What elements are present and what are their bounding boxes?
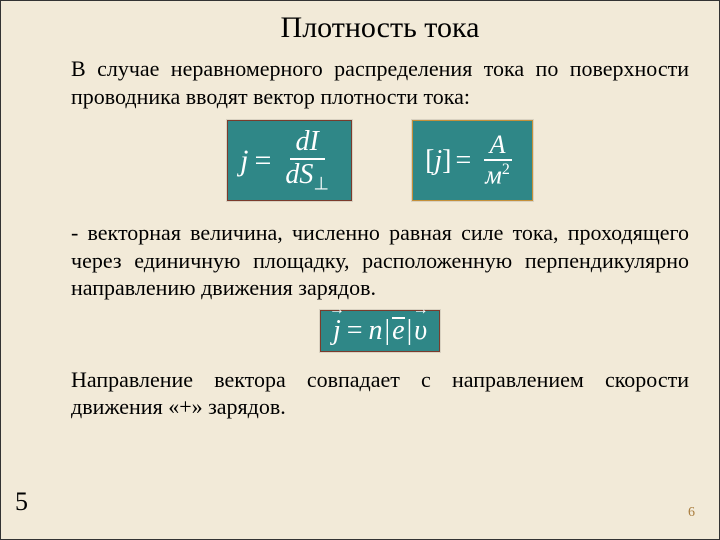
numerator-2: А	[484, 131, 512, 162]
numerator: dI	[290, 127, 325, 160]
v-vector: υ	[414, 315, 427, 347]
paragraph-intro: В случае неравномерного распределения то…	[71, 55, 689, 110]
lhs-var: j	[434, 145, 442, 176]
n-var: n	[369, 315, 383, 347]
fraction-2: А м2	[479, 131, 516, 191]
slide-number-left: 5	[15, 487, 28, 517]
slide: Плотность тока В случае неравномерного р…	[0, 0, 720, 540]
den-base-2: м	[485, 161, 502, 190]
formula-units: [j] = А м2	[412, 120, 533, 201]
den-sup: 2	[502, 161, 510, 178]
paragraph-definition: - векторная величина, численно равная си…	[71, 219, 689, 302]
j-vector: j	[333, 315, 341, 347]
equals-sign-2: =	[456, 145, 472, 177]
den-sub: ⊥	[313, 173, 329, 193]
slide-title: Плотность тока	[71, 11, 689, 45]
formula-current-density: j = dI dS⊥	[227, 120, 352, 201]
equals-sign: =	[254, 144, 271, 178]
den-base: dS	[285, 159, 313, 190]
denominator: dS⊥	[279, 160, 335, 194]
abs-close: |	[407, 315, 413, 347]
formula-lhs: j	[240, 144, 248, 178]
paragraph-direction: Направление вектора совпадает с направле…	[71, 366, 689, 421]
formula-lhs-2: [j]	[425, 145, 451, 177]
formula-row-2: j = n |e| υ	[71, 310, 689, 352]
e-bar: e	[392, 315, 404, 347]
abs-open: |	[385, 315, 391, 347]
formula-row-1: j = dI dS⊥ [j] = А м2	[71, 120, 689, 201]
equals-sign-3: =	[347, 315, 363, 347]
slide-number-right: 6	[688, 505, 695, 521]
denominator-2: м2	[479, 161, 516, 190]
formula-vector: j = n |e| υ	[320, 310, 440, 352]
fraction: dI dS⊥	[279, 127, 335, 194]
bracket-open: [	[425, 145, 434, 176]
bracket-close: ]	[442, 145, 451, 176]
